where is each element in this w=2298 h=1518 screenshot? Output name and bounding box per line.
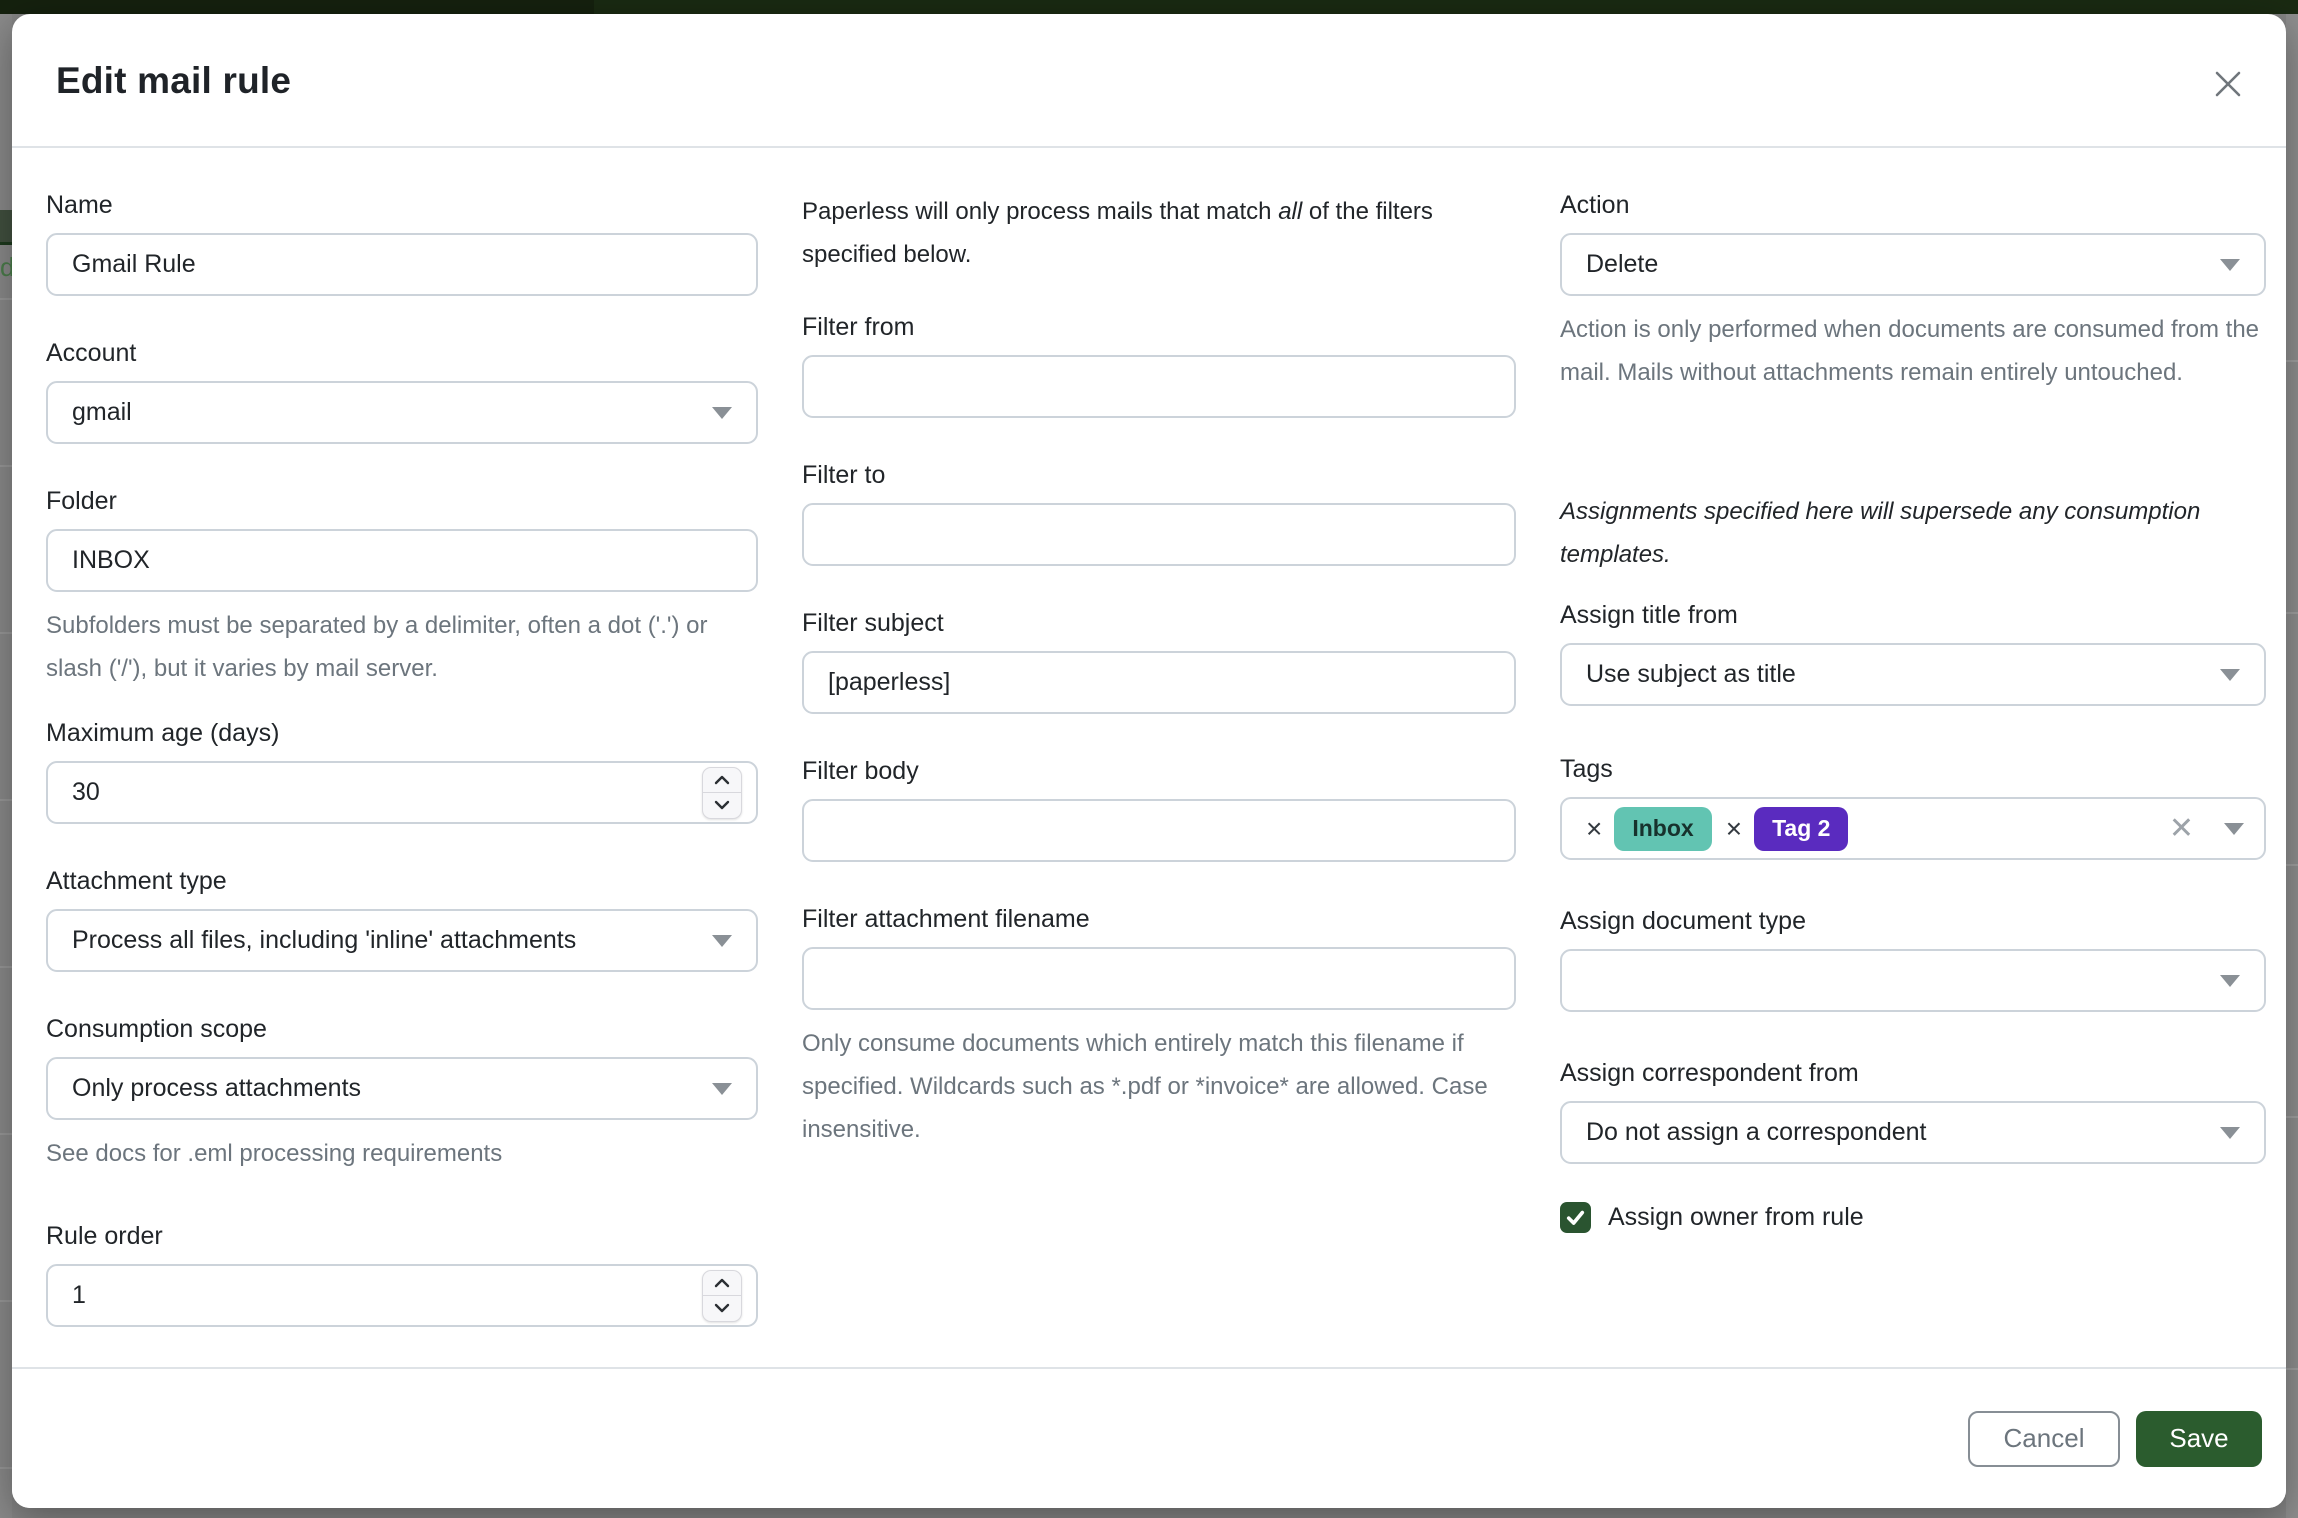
- chevron-down-icon: [2220, 974, 2240, 987]
- tags-label: Tags: [1560, 755, 1613, 783]
- filter-subject-label: Filter subject: [802, 609, 944, 637]
- chevron-down-icon: [712, 406, 732, 419]
- chevron-down-icon: [2220, 668, 2240, 681]
- close-icon[interactable]: [2208, 64, 2248, 104]
- background-right-edge: [2286, 14, 2298, 1518]
- filter-body-label: Filter body: [802, 757, 919, 785]
- tags-selected: × Inbox × Tag 2: [1580, 806, 1856, 851]
- attachment-type-select[interactable]: Process all files, including 'inline' at…: [46, 909, 758, 972]
- attachment-type-label: Attachment type: [46, 867, 227, 895]
- folder-label: Folder: [46, 487, 117, 515]
- consumption-scope-selected-value: Only process attachments: [72, 1074, 362, 1102]
- filter-subject-input[interactable]: [802, 651, 1516, 714]
- column-actions: Action Delete Action is only performed w…: [1560, 190, 2266, 1327]
- account-select[interactable]: gmail: [46, 381, 758, 444]
- name-input[interactable]: [46, 233, 758, 296]
- stepper-down-icon[interactable]: [703, 1296, 741, 1321]
- rule-order-label: Rule order: [46, 1222, 163, 1250]
- assign-correspondent-from-label: Assign correspondent from: [1560, 1059, 1859, 1087]
- action-select[interactable]: Delete: [1560, 233, 2266, 296]
- assign-owner-label: Assign owner from rule: [1608, 1203, 1864, 1231]
- background-navbar: [0, 0, 2298, 14]
- rule-order-stepper[interactable]: [702, 1269, 742, 1322]
- tag-remove-icon[interactable]: ×: [1725, 812, 1743, 844]
- chevron-down-icon: [712, 1082, 732, 1095]
- max-age-stepper[interactable]: [702, 766, 742, 819]
- assign-title-from-selected-value: Use subject as title: [1586, 660, 1796, 688]
- dialog-title: Edit mail rule: [56, 60, 292, 101]
- consumption-scope-label: Consumption scope: [46, 1015, 267, 1043]
- tags-select[interactable]: × Inbox × Tag 2 ✕: [1560, 797, 2266, 860]
- filter-attachment-filename-help-text: Only consume documents which entirely ma…: [802, 1030, 1488, 1143]
- assign-document-type-label: Assign document type: [1560, 907, 1806, 935]
- folder-input[interactable]: [46, 529, 758, 592]
- action-selected-value: Delete: [1586, 250, 1659, 278]
- cancel-button[interactable]: Cancel: [1968, 1410, 2120, 1467]
- assign-title-from-select[interactable]: Use subject as title: [1560, 643, 2266, 706]
- assignments-note: Assignments specified here will supersed…: [1560, 498, 2201, 568]
- name-label: Name: [46, 191, 113, 219]
- background-navbar-sidebar: [0, 0, 594, 14]
- action-label: Action: [1560, 191, 1630, 219]
- chevron-down-icon: [2220, 258, 2240, 271]
- column-general: Name Account gmail Folder Subfolders mus…: [46, 190, 758, 1327]
- consumption-scope-select[interactable]: Only process attachments: [46, 1057, 758, 1120]
- filter-to-label: Filter to: [802, 461, 886, 489]
- max-age-label: Maximum age (days): [46, 719, 280, 747]
- close-x-glyph: [2215, 71, 2241, 97]
- max-age-input[interactable]: [46, 761, 758, 824]
- folder-help-text: Subfolders must be separated by a delimi…: [46, 612, 708, 682]
- account-selected-value: gmail: [72, 398, 132, 426]
- tag-pill[interactable]: Inbox: [1614, 806, 1712, 851]
- check-icon: [1566, 1210, 1585, 1225]
- background-left-edge: d: [0, 14, 12, 1518]
- tags-controls: ✕: [2168, 811, 2244, 845]
- dialog-footer: Cancel Save: [12, 1367, 2286, 1508]
- assign-correspondent-from-selected-value: Do not assign a correspondent: [1586, 1118, 1927, 1146]
- account-label: Account: [46, 339, 137, 367]
- tag-remove-icon[interactable]: ×: [1586, 812, 1603, 844]
- consumption-scope-help-text: See docs for .eml processing requirement…: [46, 1140, 503, 1167]
- filters-intro-text: Paperless will only process mails that m…: [802, 198, 1433, 268]
- assign-document-type-select[interactable]: [1560, 949, 2266, 1012]
- max-age-field: [46, 761, 758, 824]
- dialog-body: Name Account gmail Folder Subfolders mus…: [12, 148, 2286, 1327]
- filter-from-label: Filter from: [802, 313, 915, 341]
- assign-correspondent-from-select[interactable]: Do not assign a correspondent: [1560, 1101, 2266, 1164]
- assign-title-from-label: Assign title from: [1560, 601, 1738, 629]
- rule-order-field: [46, 1264, 758, 1327]
- chevron-down-icon: [712, 934, 732, 947]
- assign-owner-row: Assign owner from rule: [1560, 1202, 2266, 1233]
- edit-mail-rule-dialog: Edit mail rule Name Account gmail Folder: [12, 14, 2286, 1508]
- action-help-text: Action is only performed when documents …: [1560, 316, 2260, 386]
- filter-body-input[interactable]: [802, 799, 1516, 862]
- tag-pill[interactable]: Tag 2: [1754, 806, 1849, 851]
- chevron-down-icon[interactable]: [2224, 822, 2244, 835]
- stepper-up-icon[interactable]: [703, 768, 741, 793]
- filter-to-input[interactable]: [802, 503, 1516, 566]
- chevron-down-icon: [2220, 1126, 2240, 1139]
- filter-attachment-filename-label: Filter attachment filename: [802, 905, 1090, 933]
- filter-from-input[interactable]: [802, 355, 1516, 418]
- assign-owner-checkbox[interactable]: [1560, 1202, 1591, 1233]
- stepper-up-icon[interactable]: [703, 1271, 741, 1296]
- rule-order-input[interactable]: [46, 1264, 758, 1327]
- save-button[interactable]: Save: [2136, 1410, 2262, 1467]
- dialog-header: Edit mail rule: [12, 14, 2286, 148]
- tags-clear-icon[interactable]: ✕: [2168, 811, 2194, 845]
- attachment-type-selected-value: Process all files, including 'inline' at…: [72, 926, 577, 954]
- filter-attachment-filename-input[interactable]: [802, 947, 1516, 1010]
- column-filters: Paperless will only process mails that m…: [802, 190, 1516, 1327]
- stepper-down-icon[interactable]: [703, 793, 741, 818]
